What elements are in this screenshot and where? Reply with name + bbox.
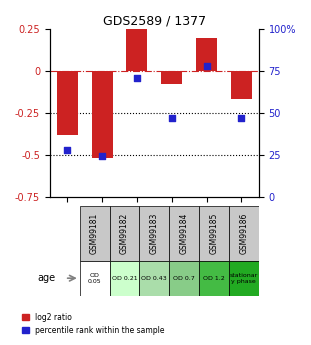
FancyBboxPatch shape [109,261,139,296]
Text: OD 0.7: OD 0.7 [173,276,195,281]
Text: stationar
y phase: stationar y phase [230,273,258,284]
Bar [127,29,147,71]
Text: OD 0.43: OD 0.43 [142,276,167,281]
Point [65,147,70,152]
Point [134,75,139,80]
FancyBboxPatch shape [169,206,199,261]
Bar [231,71,252,99]
FancyBboxPatch shape [139,261,169,296]
Text: GSM99186: GSM99186 [239,213,248,254]
Text: GSM99181: GSM99181 [90,213,99,254]
Bar [161,71,182,85]
FancyBboxPatch shape [109,206,139,261]
Text: OD
0.05: OD 0.05 [88,273,101,284]
FancyBboxPatch shape [80,261,109,296]
Legend: log2 ratio, percentile rank within the sample: log2 ratio, percentile rank within the s… [19,310,167,338]
Bar [57,71,78,135]
Bar [92,71,113,158]
Text: OD 0.21: OD 0.21 [112,276,137,281]
Point [100,154,104,159]
Text: OD 1.2: OD 1.2 [203,276,225,281]
Text: GSM99184: GSM99184 [180,213,189,254]
FancyBboxPatch shape [229,261,259,296]
FancyBboxPatch shape [199,206,229,261]
Text: age: age [38,273,56,283]
FancyBboxPatch shape [80,206,109,261]
Bar [196,38,217,71]
Text: GSM99185: GSM99185 [210,213,219,254]
Text: GSM99183: GSM99183 [150,213,159,254]
FancyBboxPatch shape [139,206,169,261]
FancyBboxPatch shape [199,261,229,296]
Title: GDS2589 / 1377: GDS2589 / 1377 [103,15,206,28]
Point [239,115,244,121]
Point [204,63,209,69]
FancyBboxPatch shape [229,206,259,261]
Text: GSM99182: GSM99182 [120,213,129,254]
FancyBboxPatch shape [169,261,199,296]
Point [169,115,174,121]
